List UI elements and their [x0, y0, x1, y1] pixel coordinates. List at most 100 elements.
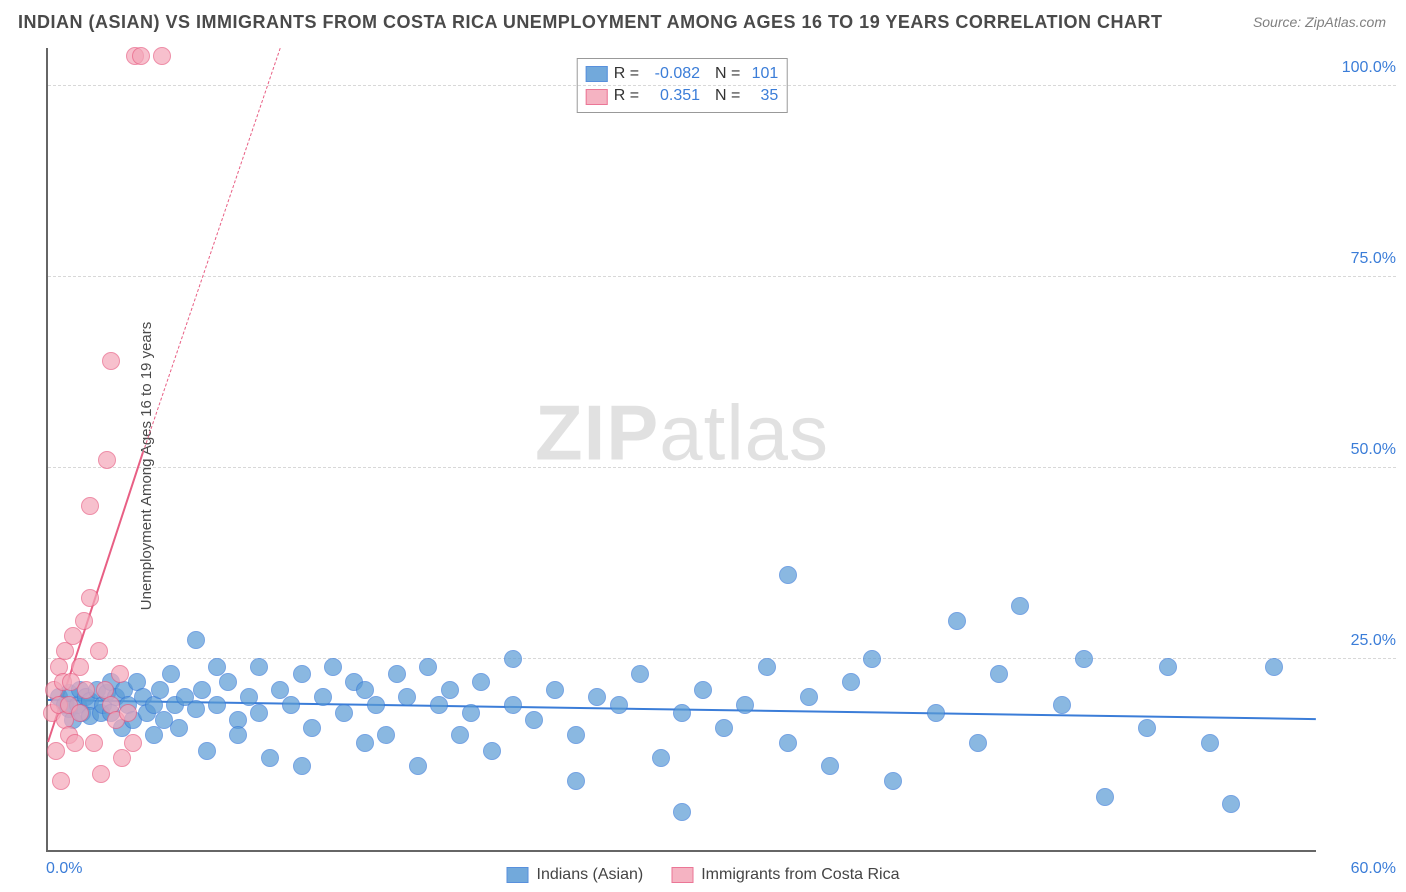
data-point — [736, 696, 754, 714]
data-point — [81, 589, 99, 607]
data-point — [398, 688, 416, 706]
data-point — [652, 749, 670, 767]
data-point — [504, 696, 522, 714]
data-point — [85, 734, 103, 752]
data-point — [1265, 658, 1283, 676]
data-point — [208, 696, 226, 714]
data-point — [56, 642, 74, 660]
data-point — [162, 665, 180, 683]
data-point — [119, 704, 137, 722]
gridline — [48, 276, 1396, 277]
data-point — [71, 658, 89, 676]
data-point — [1075, 650, 1093, 668]
data-point — [483, 742, 501, 760]
y-tick-label: 50.0% — [1326, 441, 1396, 459]
data-point — [1138, 719, 1156, 737]
data-point — [250, 704, 268, 722]
data-point — [567, 772, 585, 790]
watermark: ZIPatlas — [535, 387, 829, 478]
key-row-series2: R = 0.351 N = 35 — [586, 85, 779, 107]
data-point — [124, 734, 142, 752]
data-point — [153, 47, 171, 65]
key-row-series1: R = -0.082 N = 101 — [586, 63, 779, 85]
legend-label-2: Immigrants from Costa Rica — [701, 866, 899, 884]
data-point — [472, 673, 490, 691]
data-point — [969, 734, 987, 752]
data-point — [462, 704, 480, 722]
data-point — [673, 704, 691, 722]
data-point — [132, 47, 150, 65]
data-point — [113, 749, 131, 767]
gridline — [48, 467, 1396, 468]
data-point — [388, 665, 406, 683]
gridline — [48, 85, 1396, 86]
gridline — [48, 658, 1396, 659]
data-point — [81, 497, 99, 515]
key-r-value-2: 0.351 — [645, 85, 700, 107]
swatch-series2 — [586, 89, 608, 105]
x-tick-min: 0.0% — [46, 860, 82, 878]
data-point — [229, 726, 247, 744]
data-point — [1201, 734, 1219, 752]
data-point — [610, 696, 628, 714]
data-point — [75, 612, 93, 630]
data-point — [779, 734, 797, 752]
data-point — [52, 772, 70, 790]
y-tick-label: 25.0% — [1326, 632, 1396, 650]
data-point — [314, 688, 332, 706]
data-point — [293, 757, 311, 775]
data-point — [92, 765, 110, 783]
data-point — [1159, 658, 1177, 676]
data-point — [170, 719, 188, 737]
data-point — [842, 673, 860, 691]
data-point — [419, 658, 437, 676]
data-point — [261, 749, 279, 767]
legend-item-1: Indians (Asian) — [507, 866, 644, 884]
data-point — [525, 711, 543, 729]
data-point — [356, 734, 374, 752]
data-point — [631, 665, 649, 683]
data-point — [324, 658, 342, 676]
trend-line — [143, 47, 281, 452]
data-point — [694, 681, 712, 699]
data-point — [90, 642, 108, 660]
key-r-value-1: -0.082 — [645, 63, 700, 85]
data-point — [779, 566, 797, 584]
key-n-value-1: 101 — [746, 63, 778, 85]
key-r-label: R = — [614, 63, 639, 85]
data-point — [335, 704, 353, 722]
data-point — [151, 681, 169, 699]
data-point — [71, 704, 89, 722]
data-point — [293, 665, 311, 683]
data-point — [1011, 597, 1029, 615]
data-point — [1096, 788, 1114, 806]
data-point — [927, 704, 945, 722]
data-point — [303, 719, 321, 737]
data-point — [145, 726, 163, 744]
key-r-label: R = — [614, 85, 639, 107]
legend-swatch-1 — [507, 867, 529, 883]
data-point — [948, 612, 966, 630]
data-point — [800, 688, 818, 706]
data-point — [990, 665, 1008, 683]
data-point — [504, 650, 522, 668]
data-point — [193, 681, 211, 699]
chart-title: INDIAN (ASIAN) VS IMMIGRANTS FROM COSTA … — [18, 12, 1163, 33]
data-point — [64, 627, 82, 645]
data-point — [441, 681, 459, 699]
data-point — [66, 734, 84, 752]
data-point — [567, 726, 585, 744]
data-point — [282, 696, 300, 714]
data-point — [863, 650, 881, 668]
y-tick-label: 100.0% — [1326, 59, 1396, 77]
data-point — [377, 726, 395, 744]
chart-container: Unemployment Among Ages 16 to 19 years Z… — [0, 40, 1406, 892]
data-point — [409, 757, 427, 775]
key-n-label: N = — [706, 85, 740, 107]
watermark-atlas: atlas — [659, 388, 829, 476]
x-tick-max: 60.0% — [1351, 860, 1396, 878]
data-point — [588, 688, 606, 706]
data-point — [367, 696, 385, 714]
data-point — [430, 696, 448, 714]
data-point — [758, 658, 776, 676]
